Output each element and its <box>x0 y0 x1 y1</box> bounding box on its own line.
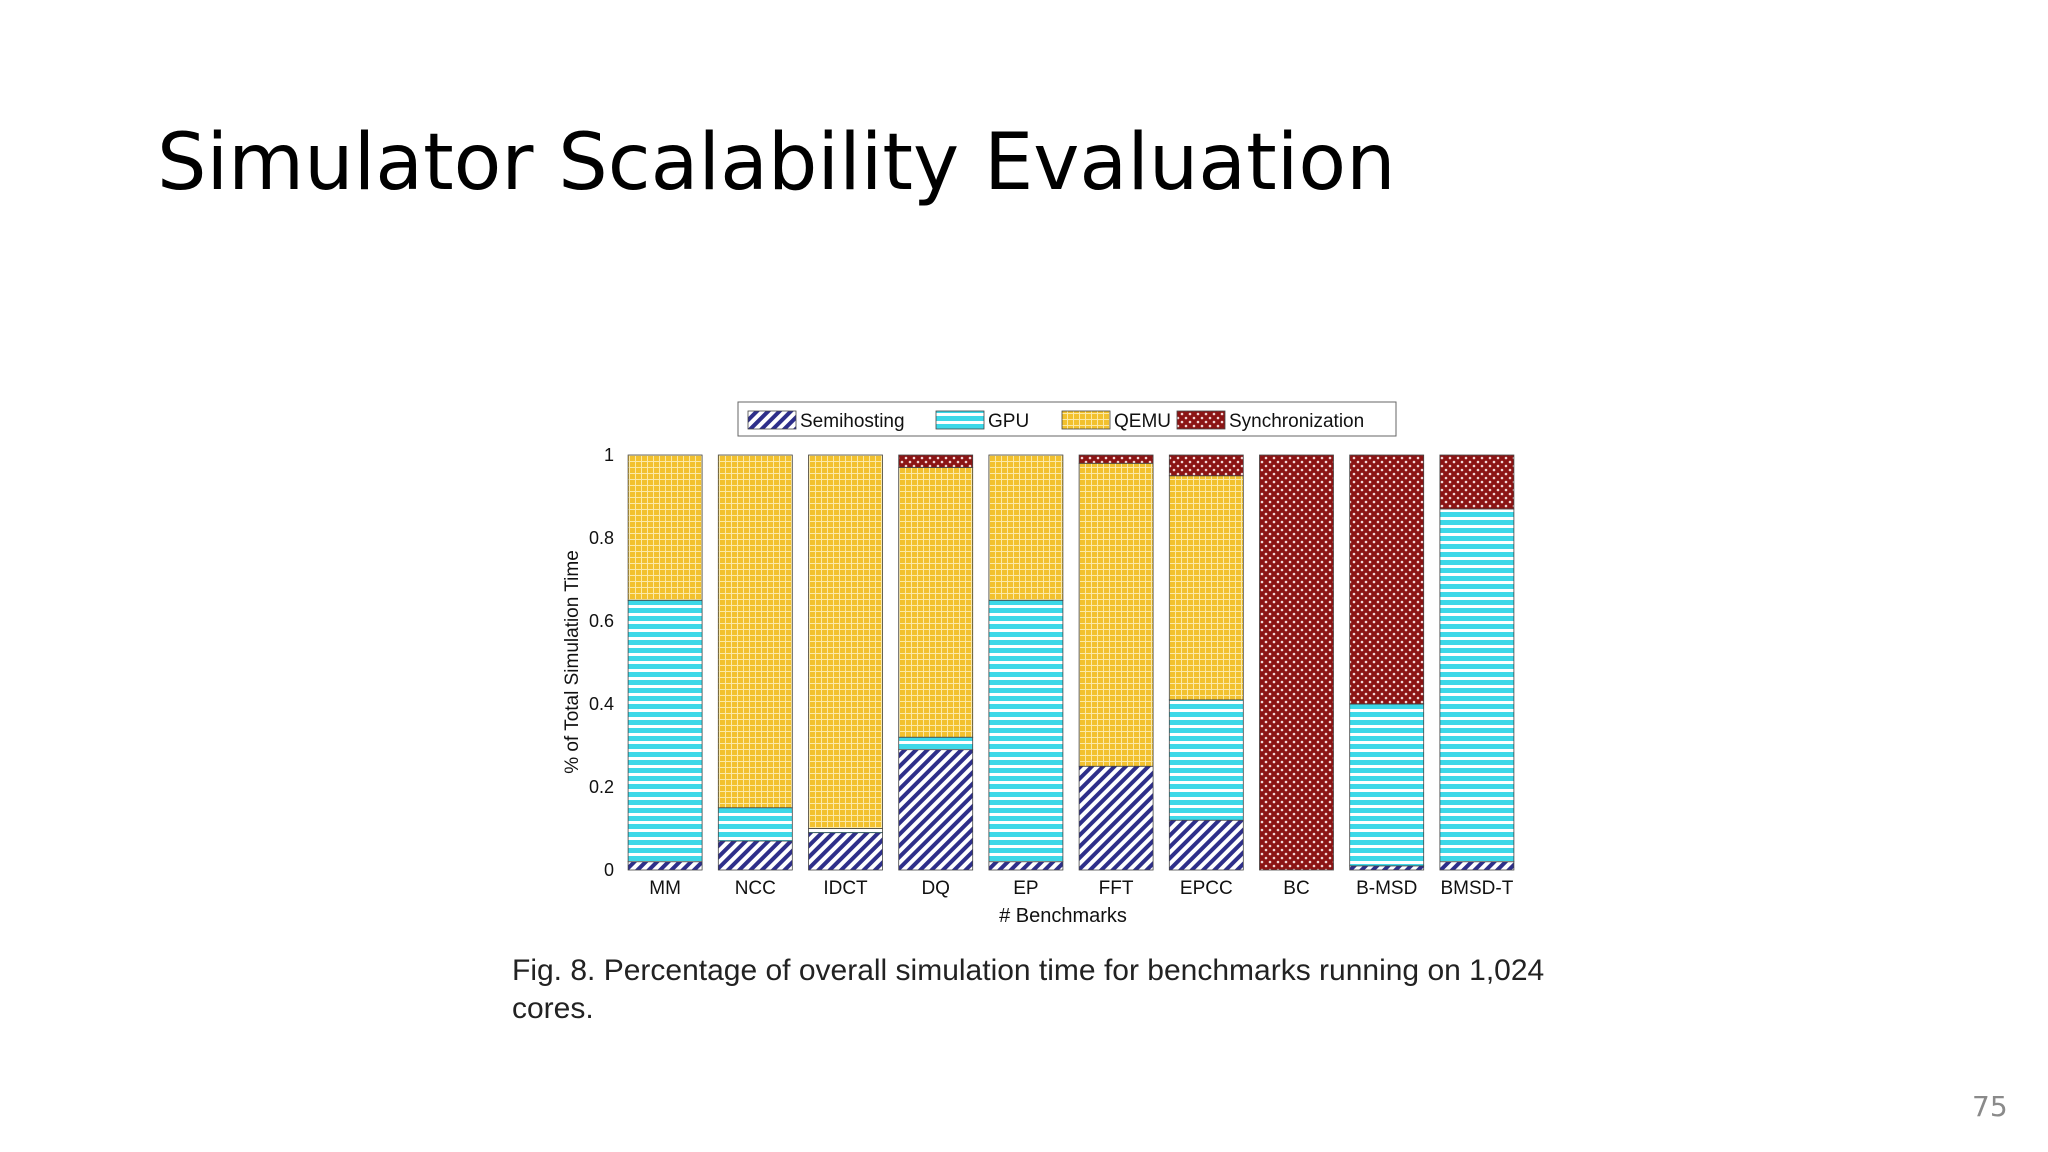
bar-segment-mm-gpu <box>627 599 703 863</box>
x-tick-label: EPCC <box>1180 878 1233 899</box>
bar-segment-ep-qemu <box>988 454 1064 601</box>
bar-epcc <box>1168 454 1244 871</box>
bar-segment-dq-synchronization <box>898 454 974 468</box>
x-tick-label: BC <box>1283 878 1309 899</box>
bar-segment-fft-semihosting <box>1078 765 1154 871</box>
x-tick-label: MM <box>649 878 681 899</box>
bar-segment-idct-semihosting <box>808 832 883 871</box>
bar-segment-bc-synchronization <box>1259 454 1334 871</box>
y-tick-label: 0.8 <box>589 528 614 548</box>
bar-ncc <box>717 454 793 871</box>
y-tick-label: 0.2 <box>589 777 614 797</box>
bar-segment-ncc-qemu <box>717 454 793 809</box>
bar-segment-idct-qemu <box>808 454 883 829</box>
x-tick-label: NCC <box>735 878 776 899</box>
bar-segment-bmsd-t-semihosting <box>1439 861 1515 871</box>
bar-bmsd-t <box>1439 454 1515 871</box>
legend-item-qemu: QEMU <box>1061 410 1171 432</box>
bar-segment-fft-synchronization <box>1078 454 1154 464</box>
x-tick-label: DQ <box>921 878 950 899</box>
legend-swatch <box>1176 410 1226 430</box>
x-tick-label: BMSD-T <box>1440 878 1513 899</box>
x-tick-label: IDCT <box>823 878 868 899</box>
y-tick-label: 0 <box>604 860 614 880</box>
bar-segment-epcc-semihosting <box>1168 819 1244 871</box>
chart-legend: Semihosting GPU QEMU Synchronization <box>737 401 1397 437</box>
bar-segment-epcc-qemu <box>1168 475 1244 701</box>
x-tick-label: EP <box>1013 878 1038 899</box>
figure-caption: Fig. 8. Percentage of overall simulation… <box>512 954 1545 1025</box>
bar-segment-dq-semihosting <box>898 749 974 871</box>
x-tick-label: B-MSD <box>1356 878 1417 899</box>
x-axis: MM NCC IDCT DQ EP FFT EPCC BC B-MSD BMSD-T <box>649 878 1513 899</box>
y-axis: 0 0.2 0.4 0.6 0.8 1 <box>589 445 614 880</box>
legend-swatch <box>747 410 797 430</box>
x-tick-label: FFT <box>1099 878 1134 899</box>
bar-segment-ep-gpu <box>988 599 1064 863</box>
bar-mm <box>627 454 703 871</box>
legend-swatch <box>1061 410 1111 430</box>
bar-segment-dq-qemu <box>898 467 974 738</box>
y-tick-label: 0.6 <box>589 611 614 631</box>
bar-segment-bmsd-t-synchronization <box>1439 454 1515 510</box>
bar-ep <box>988 454 1064 871</box>
legend-swatch <box>935 410 985 430</box>
bar-segment-mm-semihosting <box>627 861 703 871</box>
legend-item-gpu: GPU <box>935 410 1029 432</box>
bar-segment-ep-semihosting <box>988 861 1064 871</box>
legend-label: GPU <box>988 411 1029 432</box>
legend-item-synchronization: Synchronization <box>1176 410 1364 432</box>
page-number: 75 <box>1972 1090 2008 1123</box>
bar-bc <box>1259 454 1334 871</box>
bar-segment-bmsd-t-gpu <box>1439 508 1515 863</box>
bar-segment-b-msd-synchronization <box>1349 454 1425 705</box>
bar-idct <box>808 454 883 871</box>
bar-b-msd <box>1349 454 1425 871</box>
bar-segment-dq-gpu <box>898 736 974 751</box>
x-axis-label: # Benchmarks <box>999 905 1127 927</box>
bar-dq <box>898 454 974 871</box>
bar-segment-epcc-gpu <box>1168 699 1244 821</box>
legend-label: Semihosting <box>800 411 905 432</box>
y-tick-label: 1 <box>604 445 614 465</box>
legend-label: QEMU <box>1114 411 1171 432</box>
legend-label: Synchronization <box>1229 411 1364 432</box>
bar-segment-b-msd-gpu <box>1349 703 1425 867</box>
bar-segment-ncc-semihosting <box>717 840 793 871</box>
bar-segment-b-msd-semihosting <box>1349 865 1425 871</box>
bar-segment-idct-gpu <box>808 828 883 834</box>
bar-segment-fft-qemu <box>1078 462 1154 767</box>
legend-item-semihosting: Semihosting <box>747 410 905 432</box>
y-tick-label: 0.4 <box>589 694 614 714</box>
slide-title: Simulator Scalability Evaluation <box>157 118 1396 208</box>
bar-group <box>627 454 1515 871</box>
bar-fft <box>1078 454 1154 871</box>
bar-segment-mm-qemu <box>627 454 703 601</box>
bar-segment-ncc-gpu <box>717 807 793 842</box>
y-axis-label: % of Total Simulation Time <box>562 550 583 774</box>
bar-segment-epcc-synchronization <box>1168 454 1244 477</box>
